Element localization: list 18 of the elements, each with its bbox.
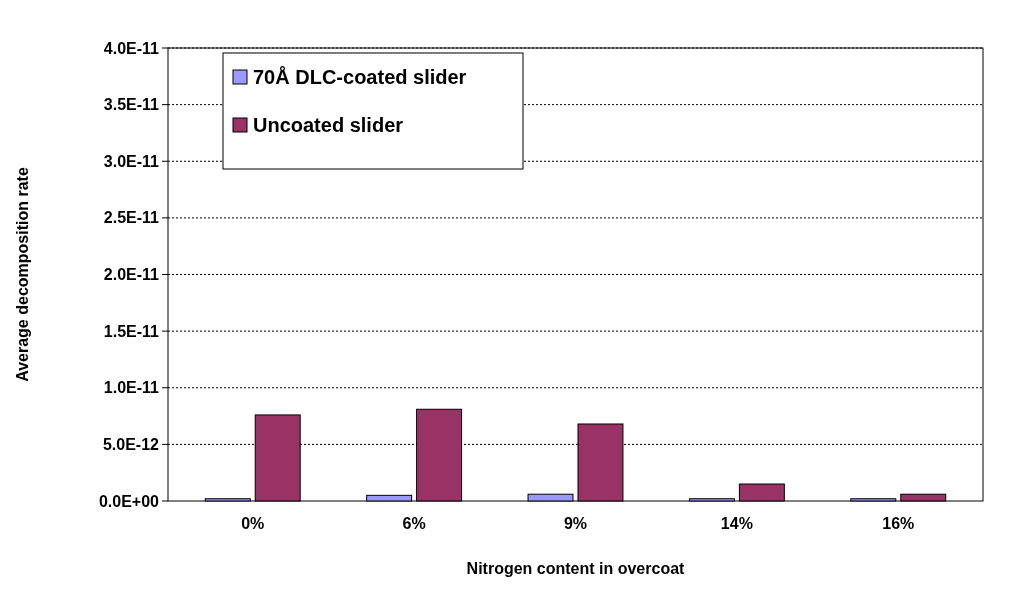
x-tick-label: 14% xyxy=(720,515,753,532)
y-tick-label: 0.0E+00 xyxy=(98,492,160,510)
y-tick-label: 3.0E-11 xyxy=(103,152,160,170)
y-tick-label: 4.0E-11 xyxy=(103,39,160,57)
x-axis-title: Nitrogen content in overcoat xyxy=(466,560,686,577)
legend-label: 70Å DLC-coated slider xyxy=(253,65,467,88)
y-tick-label: 3.5E-11 xyxy=(103,96,160,114)
x-tick-label: 6% xyxy=(402,515,426,532)
y-tick-label: 1.0E-11 xyxy=(103,379,160,397)
y-tick-label: 2.5E-11 xyxy=(103,209,160,227)
y-axis-title: Average decomposition rate xyxy=(14,167,31,382)
x-tick-label: 16% xyxy=(882,515,915,532)
y-tick-label: 5.0E-12 xyxy=(102,435,160,453)
y-tick-label: 2.0E-11 xyxy=(103,266,160,284)
y-tick-label: 1.5E-11 xyxy=(103,322,160,340)
x-tick-label: 0% xyxy=(241,515,265,532)
x-tick-label: 9% xyxy=(563,515,588,532)
legend-label: Uncoated slider xyxy=(253,114,404,136)
